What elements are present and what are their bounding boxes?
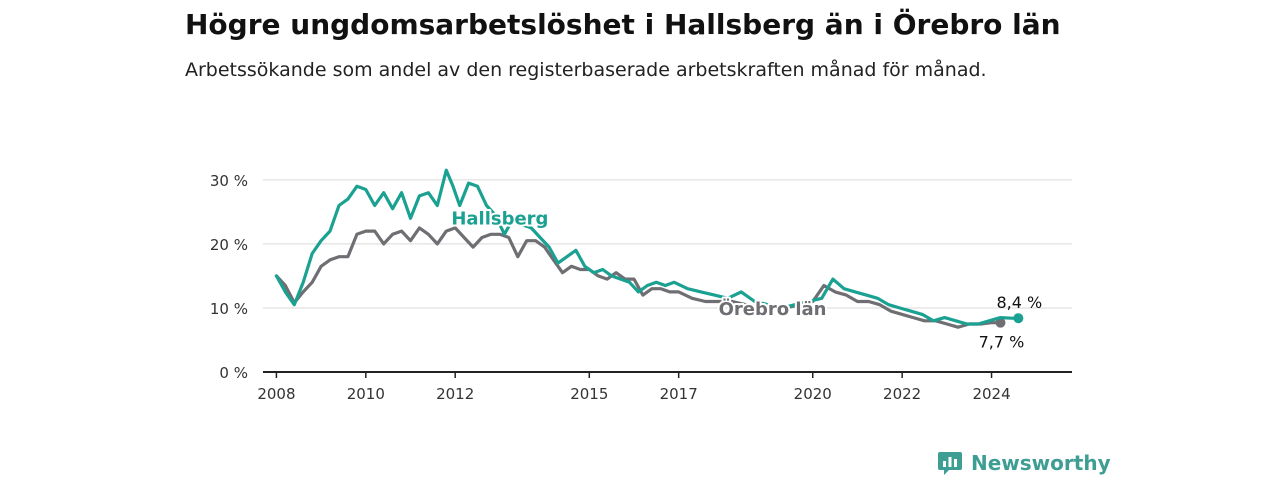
series-label-hallsberg: Hallsberg bbox=[451, 209, 548, 230]
x-tick-label: 2010 bbox=[347, 385, 385, 403]
series-end-dot-orebro-l-n bbox=[995, 317, 1006, 328]
x-tick-label: 2008 bbox=[257, 385, 295, 403]
x-tick-label: 2022 bbox=[883, 385, 921, 403]
y-tick-label: 20 % bbox=[210, 236, 248, 254]
end-value-label-orebro-l-n: 7,7 % bbox=[979, 333, 1025, 352]
y-tick-label: 30 % bbox=[210, 172, 248, 190]
axes: 0 % 10 % 20 % 30 % 2008 2010 2012 2015 2017 2020 2… bbox=[210, 172, 1072, 403]
series-labels: Örebro län Hallsberg 7,7 % 8,4 % bbox=[449, 207, 1042, 352]
series-line-hallsberg bbox=[274, 168, 1021, 326]
y-tick-label: 10 % bbox=[210, 300, 248, 318]
gridlines bbox=[263, 179, 1072, 309]
x-tick-label: 2024 bbox=[972, 385, 1010, 403]
brand-logo: Newsworthy bbox=[937, 448, 1111, 478]
series-line-orebro-l-n bbox=[274, 226, 1003, 329]
brand-name: Newsworthy bbox=[971, 451, 1111, 475]
newsworthy-logo-icon bbox=[938, 452, 962, 475]
x-tick-label: 2017 bbox=[660, 385, 698, 403]
y-tick-label: 0 % bbox=[219, 364, 248, 382]
series-label-orebro-l-n: Örebro län bbox=[719, 298, 827, 320]
series-lines bbox=[274, 168, 1024, 329]
series-end-dot-hallsberg bbox=[1013, 313, 1024, 324]
chart-subtitle: Arbetssökande som andel av den registerb… bbox=[185, 59, 987, 81]
x-tick-label: 2012 bbox=[436, 385, 474, 403]
x-tick-label: 2015 bbox=[570, 385, 608, 403]
end-value-label-hallsberg: 8,4 % bbox=[996, 293, 1042, 312]
x-tick-label: 2020 bbox=[794, 385, 832, 403]
chart-title: Högre ungdomsarbetslöshet i Hallsberg än… bbox=[185, 8, 1061, 41]
